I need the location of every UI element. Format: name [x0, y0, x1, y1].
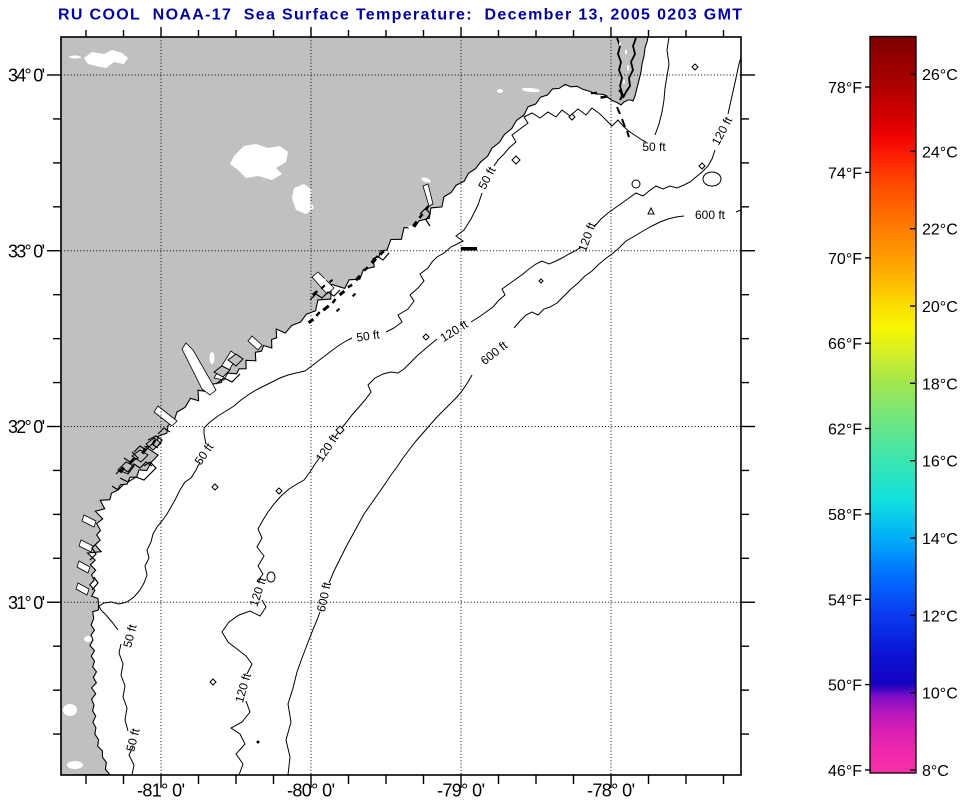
svg-text:16°C: 16°C	[922, 454, 958, 471]
svg-text:32° 0': 32° 0'	[8, 417, 45, 437]
svg-text:24°C: 24°C	[922, 144, 958, 161]
svg-text:-78° 0': -78° 0'	[587, 781, 635, 801]
svg-text:46°F: 46°F	[828, 763, 862, 780]
svg-text:-80° 0': -80° 0'	[287, 781, 335, 801]
svg-text:33° 0': 33° 0'	[8, 241, 45, 261]
svg-text:58°F: 58°F	[828, 507, 862, 524]
svg-text:34° 0': 34° 0'	[8, 66, 45, 86]
svg-text:66°F: 66°F	[828, 336, 862, 353]
svg-text:54°F: 54°F	[828, 592, 862, 609]
svg-text:18°C: 18°C	[922, 376, 958, 393]
svg-text:-79° 0': -79° 0'	[437, 781, 485, 801]
svg-text:20°C: 20°C	[922, 299, 958, 316]
svg-text:62°F: 62°F	[828, 422, 862, 439]
svg-text:50 ft: 50 ft	[123, 726, 142, 753]
svg-text:-81° 0': -81° 0'	[137, 781, 185, 801]
svg-text:22°C: 22°C	[922, 222, 958, 239]
svg-text:74°F: 74°F	[828, 165, 862, 182]
svg-text:50 ft: 50 ft	[642, 140, 666, 154]
svg-text:600 ft: 600 ft	[695, 208, 726, 222]
svg-text:600 ft: 600 ft	[314, 580, 334, 613]
svg-text:26°C: 26°C	[922, 67, 958, 84]
svg-text:50 ft: 50 ft	[355, 327, 381, 344]
svg-text:78°F: 78°F	[828, 80, 862, 97]
svg-text:50 ft: 50 ft	[120, 622, 139, 649]
svg-text:10°C: 10°C	[922, 686, 958, 703]
svg-text:70°F: 70°F	[828, 251, 862, 268]
svg-text:8°C: 8°C	[922, 763, 949, 780]
svg-text:31° 0': 31° 0'	[8, 593, 45, 613]
svg-text:50°F: 50°F	[828, 678, 862, 695]
svg-text:14°C: 14°C	[922, 531, 958, 548]
svg-text:RU COOL NOAA-17 Sea Surface: RU COOL NOAA-17 Sea Surface Temperature:…	[58, 7, 742, 24]
svg-text:12°C: 12°C	[922, 608, 958, 625]
